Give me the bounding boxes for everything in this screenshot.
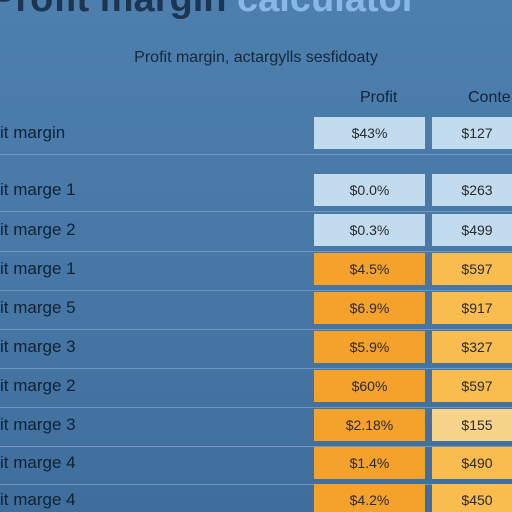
row-label: it marge 2 — [0, 220, 76, 239]
title: Profit margin calculator — [0, 0, 417, 21]
table-row: it marge 2 $0.3% $499 — [0, 214, 512, 252]
value-cell: $5.9% — [314, 331, 425, 363]
table-row: it margin $43% $127 — [0, 117, 512, 155]
row-label: it marge 3 — [0, 337, 76, 356]
table-row: it marge 3 $2.18% $155 — [0, 409, 512, 447]
row-label: it marge 4 — [0, 490, 76, 509]
value-cell: $0.0% — [314, 174, 425, 206]
table-row: it marge 4 $4.2% $450 — [0, 484, 512, 512]
value-cell: $43% — [314, 117, 425, 149]
value-cell: $1.4% — [314, 447, 425, 479]
value-cell: $155 — [432, 409, 512, 441]
value-cell: $127 — [432, 117, 512, 149]
table-row: it marge 4 $1.4% $490 — [0, 447, 512, 485]
row-label: it marge 5 — [0, 298, 76, 317]
value-cell: $450 — [432, 484, 512, 512]
value-cell: $490 — [432, 447, 512, 479]
table-row: it marge 1 $4.5% $597 — [0, 253, 512, 291]
title-main: Profit margin — [0, 0, 226, 20]
value-cell: $60% — [314, 370, 425, 402]
value-cell: $499 — [432, 214, 512, 246]
column-header: Conte — [468, 89, 511, 106]
row-label: it marge 3 — [0, 415, 76, 434]
table-row: it marge 1 $0.0% $263 — [0, 174, 512, 212]
column-header: Profit — [360, 89, 398, 106]
value-cell: $917 — [432, 292, 512, 324]
value-cell: $6.9% — [314, 292, 425, 324]
row-label: it marge 1 — [0, 180, 76, 199]
subtitle: Profit margin, actargylls sesfidoaty — [134, 49, 378, 66]
row-label: it marge 1 — [0, 259, 76, 278]
title-accent: calculator — [237, 0, 417, 20]
value-cell: $2.18% — [314, 409, 425, 441]
value-cell: $263 — [432, 174, 512, 206]
table-row: it marge 3 $5.9% $327 — [0, 331, 512, 369]
table-row: it marge 2 $60% $597 — [0, 370, 512, 408]
row-label: it marge 2 — [0, 376, 76, 395]
value-cell: $327 — [432, 331, 512, 363]
value-cell: $597 — [432, 253, 512, 285]
value-cell: $597 — [432, 370, 512, 402]
row-label: it margin — [0, 123, 66, 142]
value-cell: $4.5% — [314, 253, 425, 285]
table-row: it marge 5 $6.9% $917 — [0, 292, 512, 330]
row-label: it marge 4 — [0, 453, 76, 472]
value-cell: $4.2% — [314, 484, 425, 512]
value-cell: $0.3% — [314, 214, 425, 246]
